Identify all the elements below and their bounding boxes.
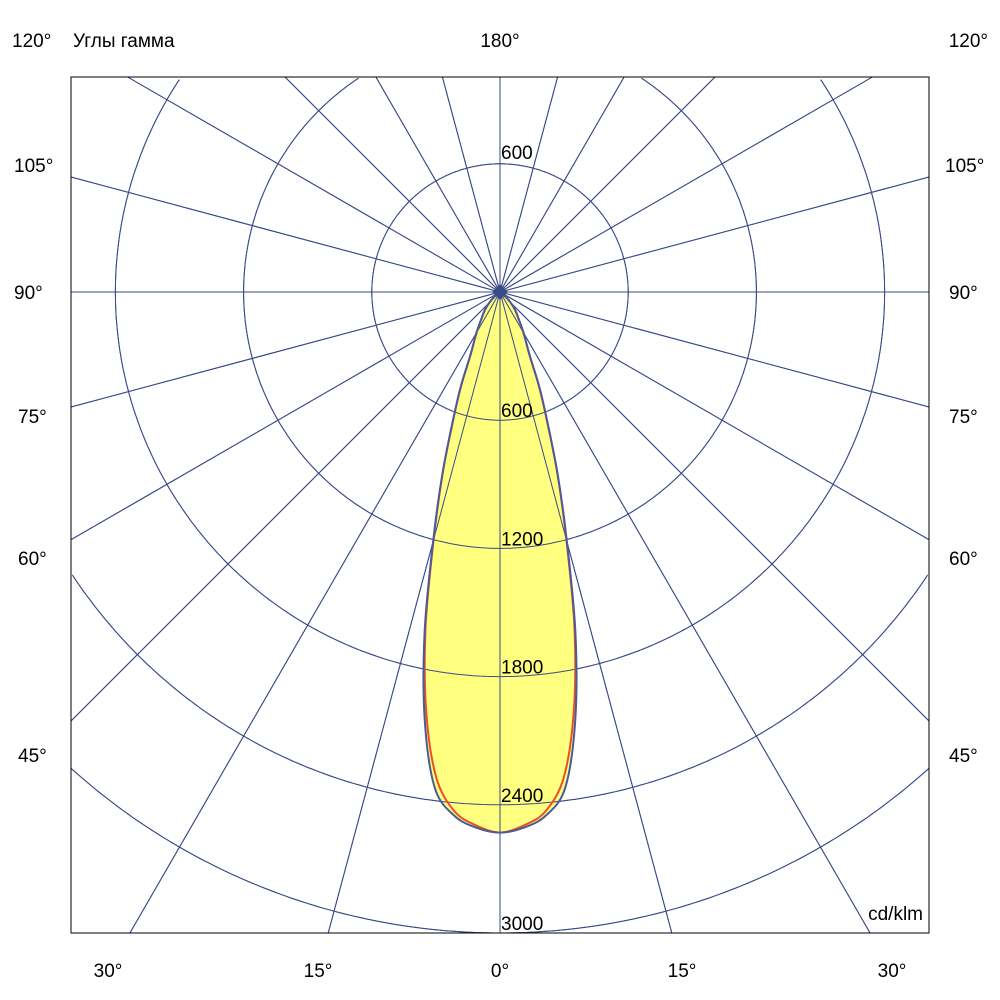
- angle-label-right: 60°: [949, 549, 978, 570]
- grid-circle-overlay: [114, 79, 886, 678]
- grid-radial-line-overlay: [375, 76, 501, 293]
- ring-label: 3000: [501, 914, 543, 935]
- grid-radial-line-overlay: [499, 291, 871, 934]
- ring-label: 600: [501, 401, 533, 422]
- angle-label-top-center: 180°: [480, 31, 519, 52]
- angle-label-top-left: 120°: [12, 31, 51, 52]
- grid-radial-line-overlay: [499, 176, 930, 293]
- grid-radial-line-overlay: [127, 76, 501, 293]
- unit-label: cd/klm: [868, 904, 923, 925]
- grid-radial-line-overlay: [70, 291, 501, 722]
- polar-grid-overlay: [70, 76, 930, 934]
- grid-radial-line-overlay: [70, 291, 501, 541]
- angle-label-bottom: 30°: [94, 961, 123, 982]
- grid-radial-line-overlay: [499, 76, 625, 293]
- intensity-curves: [70, 76, 930, 934]
- grid-radial-line-overlay: [499, 291, 930, 541]
- grid-radial-line-overlay: [499, 291, 930, 722]
- grid-radial-line-overlay: [129, 291, 501, 934]
- grid-circle-overlay: [243, 77, 757, 549]
- angle-label-bottom: 15°: [668, 961, 697, 982]
- angle-label-left: 75°: [18, 407, 47, 428]
- grid-radial-line-overlay: [284, 76, 501, 293]
- grid-radial-line-overlay: [70, 291, 501, 408]
- angle-label-top-right: 120°: [949, 31, 988, 52]
- angle-label-bottom: 0°: [491, 961, 509, 982]
- angle-label-right: 45°: [949, 746, 978, 767]
- angle-label-right: 75°: [949, 407, 978, 428]
- angle-label-right: 105°: [945, 156, 984, 177]
- angle-label-right: 90°: [949, 283, 978, 304]
- angle-label-left: 105°: [14, 156, 53, 177]
- grid-radial-line-overlay: [499, 291, 673, 934]
- center-hub: [492, 284, 508, 300]
- grid-radial-line-overlay: [499, 291, 930, 408]
- grid-radial-line-overlay: [70, 176, 501, 293]
- ring-label-top: 600: [501, 143, 533, 164]
- ring-label: 1800: [501, 658, 543, 679]
- grid-radial-line-overlay: [499, 76, 559, 293]
- ring-label: 2400: [501, 786, 543, 807]
- angle-label-bottom: 15°: [304, 961, 333, 982]
- angle-label-left: 45°: [18, 746, 47, 767]
- grid-radial-line-overlay: [499, 76, 716, 293]
- angle-label-left: 60°: [18, 549, 47, 570]
- plot-frame: [70, 76, 930, 934]
- grid-radial-line-overlay: [441, 76, 501, 293]
- ring-label: 1200: [501, 529, 543, 550]
- grid-radial-line-overlay: [327, 291, 501, 934]
- angle-label-left: 90°: [14, 283, 43, 304]
- grid-radial-line-overlay: [499, 76, 873, 293]
- intensity-curve-1: [422, 290, 578, 834]
- ring-labels: 600 1200 1800 2400 3000 600: [501, 143, 543, 935]
- chart-title: Углы гамма: [73, 31, 175, 52]
- angle-label-bottom: 30°: [878, 961, 907, 982]
